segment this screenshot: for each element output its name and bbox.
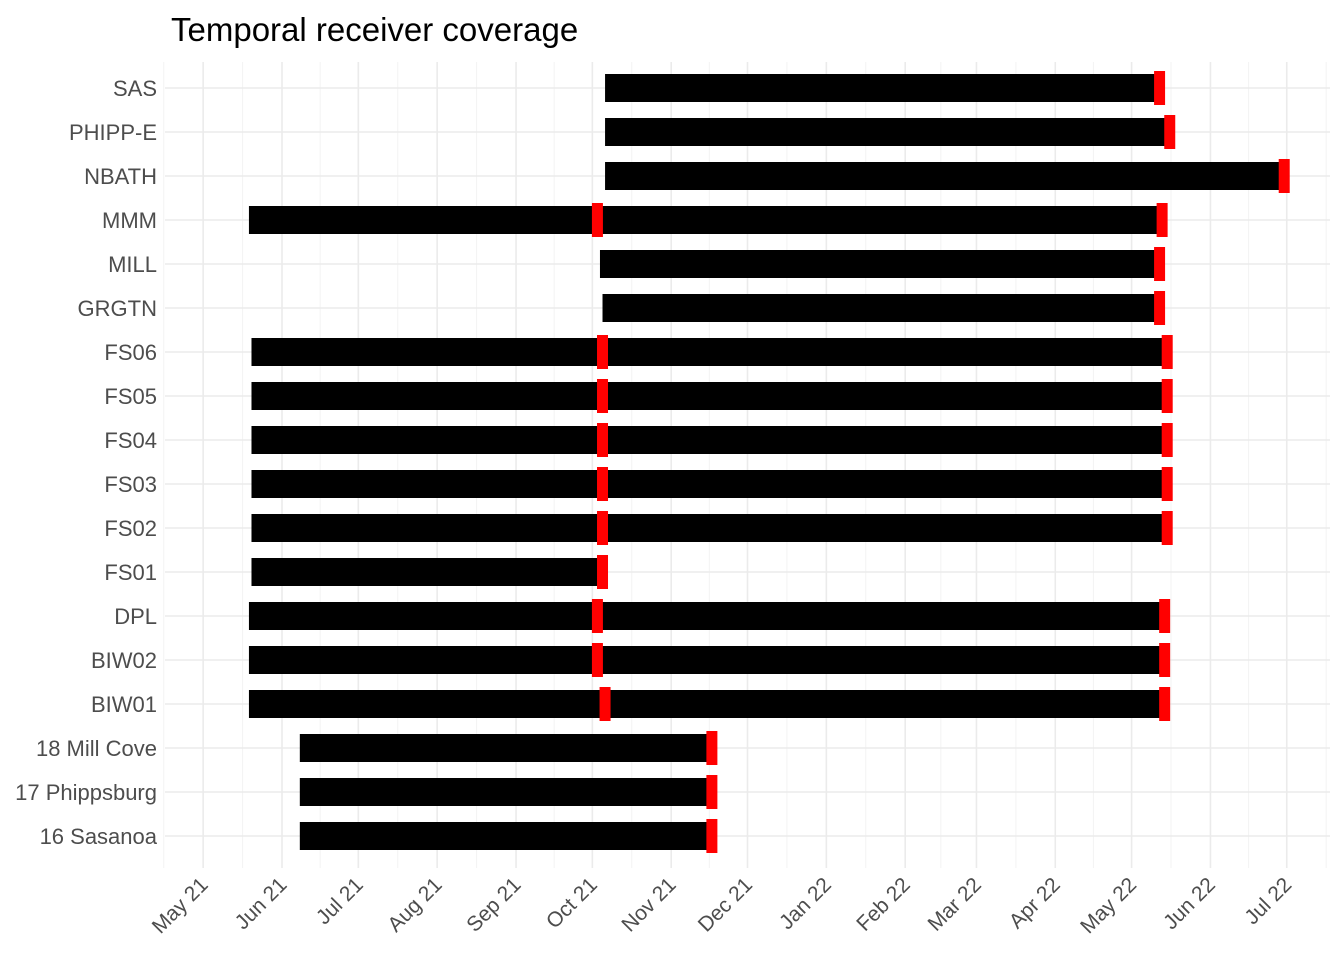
retrieval-marker — [1159, 643, 1171, 677]
x-tick-label: Jul 21 — [312, 873, 368, 929]
coverage-bar — [602, 338, 1168, 366]
x-tick-label: Mar 22 — [923, 873, 985, 935]
x-tick-label: May 21 — [148, 873, 213, 938]
x-tick-label: Aug 21 — [383, 873, 446, 936]
coverage-bar — [299, 822, 712, 850]
coverage-bar — [251, 514, 603, 542]
coverage-bar — [248, 602, 598, 630]
y-tick-label: DPL — [114, 604, 157, 629]
y-tick-label: 18 Mill Cove — [36, 736, 157, 761]
x-tick-label: Oct 21 — [542, 873, 602, 933]
retrieval-marker — [1278, 159, 1290, 193]
retrieval-marker — [1156, 203, 1168, 237]
coverage-bar — [602, 470, 1168, 498]
coverage-bar — [251, 558, 603, 586]
x-axis-labels: May 21 Jun 21 Jul 21 Aug 21 Sep 21 Oct 21 Nov … — [148, 873, 1297, 938]
retrieval-marker — [1154, 247, 1166, 281]
retrieval-marker — [706, 775, 718, 809]
coverage-bar — [599, 250, 1160, 278]
x-tick-label: Jan 22 — [775, 873, 836, 934]
y-tick-label: FS06 — [104, 340, 157, 365]
x-tick-label: Apr 22 — [1005, 873, 1065, 933]
coverage-bar — [602, 426, 1168, 454]
coverage-bar — [251, 382, 603, 410]
retrieval-marker — [1161, 467, 1173, 501]
y-tick-label: 17 Phippsburg — [15, 780, 157, 805]
coverage-bar — [251, 426, 603, 454]
coverage-bar — [251, 338, 603, 366]
x-tick-label: Jun 22 — [1159, 873, 1220, 934]
y-tick-label: MILL — [108, 252, 157, 277]
coverage-bar — [605, 74, 1160, 102]
retrieval-marker — [1161, 423, 1173, 457]
retrieval-marker — [1159, 599, 1171, 633]
retrieval-marker — [706, 731, 718, 765]
y-tick-label: NBATH — [84, 164, 157, 189]
y-tick-label: BIW01 — [91, 692, 157, 717]
x-tick-label: Sep 21 — [462, 873, 525, 936]
bars — [248, 71, 1290, 853]
y-tick-label: PHIPP-E — [69, 120, 157, 145]
coverage-bar — [248, 646, 598, 674]
retrieval-marker — [597, 335, 609, 369]
retrieval-marker — [591, 203, 603, 237]
retrieval-marker — [597, 423, 609, 457]
coverage-bar — [605, 118, 1170, 146]
y-tick-label: FS02 — [104, 516, 157, 541]
coverage-bar — [602, 514, 1168, 542]
y-tick-label: GRGTN — [78, 296, 157, 321]
x-tick-label: Jul 22 — [1240, 873, 1296, 929]
y-tick-label: FS05 — [104, 384, 157, 409]
coverage-bar — [605, 162, 1285, 190]
y-tick-label: SAS — [113, 76, 157, 101]
coverage-bar — [597, 206, 1163, 234]
retrieval-marker — [597, 511, 609, 545]
y-tick-label: 16 Sasanoa — [40, 824, 158, 849]
retrieval-marker — [1161, 379, 1173, 413]
retrieval-marker — [597, 379, 609, 413]
x-tick-label: Jun 21 — [231, 873, 292, 934]
retrieval-marker — [706, 819, 718, 853]
coverage-bar — [605, 690, 1165, 718]
x-tick-label: May 22 — [1076, 873, 1141, 938]
coverage-bar — [602, 382, 1168, 410]
coverage-bar — [299, 734, 712, 762]
retrieval-marker — [591, 599, 603, 633]
retrieval-marker — [1161, 511, 1173, 545]
retrieval-marker — [1161, 335, 1173, 369]
retrieval-marker — [1159, 687, 1171, 721]
y-tick-label: FS03 — [104, 472, 157, 497]
coverage-bar — [602, 294, 1160, 322]
retrieval-marker — [597, 555, 609, 589]
retrieval-marker — [1154, 71, 1166, 105]
x-tick-label: Dec 21 — [694, 873, 757, 936]
y-tick-label: MMM — [102, 208, 157, 233]
y-tick-label: FS01 — [104, 560, 157, 585]
coverage-bar — [251, 470, 603, 498]
chart-title: Temporal receiver coverage — [171, 11, 578, 48]
coverage-bar — [299, 778, 712, 806]
retrieval-marker — [1154, 291, 1166, 325]
y-tick-label: BIW02 — [91, 648, 157, 673]
coverage-bar — [597, 646, 1165, 674]
retrieval-marker — [599, 687, 611, 721]
coverage-bar — [248, 206, 598, 234]
x-tick-label: Feb 22 — [852, 873, 915, 936]
retrieval-marker — [591, 643, 603, 677]
retrieval-marker — [597, 467, 609, 501]
y-axis-labels: SAS PHIPP-E NBATH MMM MILL GRGTN FS06 FS05 FS04 F… — [15, 76, 158, 849]
x-tick-label: Nov 21 — [617, 873, 680, 936]
coverage-bar — [597, 602, 1165, 630]
coverage-bar — [248, 690, 606, 718]
retrieval-marker — [1164, 115, 1176, 149]
y-tick-label: FS04 — [104, 428, 157, 453]
